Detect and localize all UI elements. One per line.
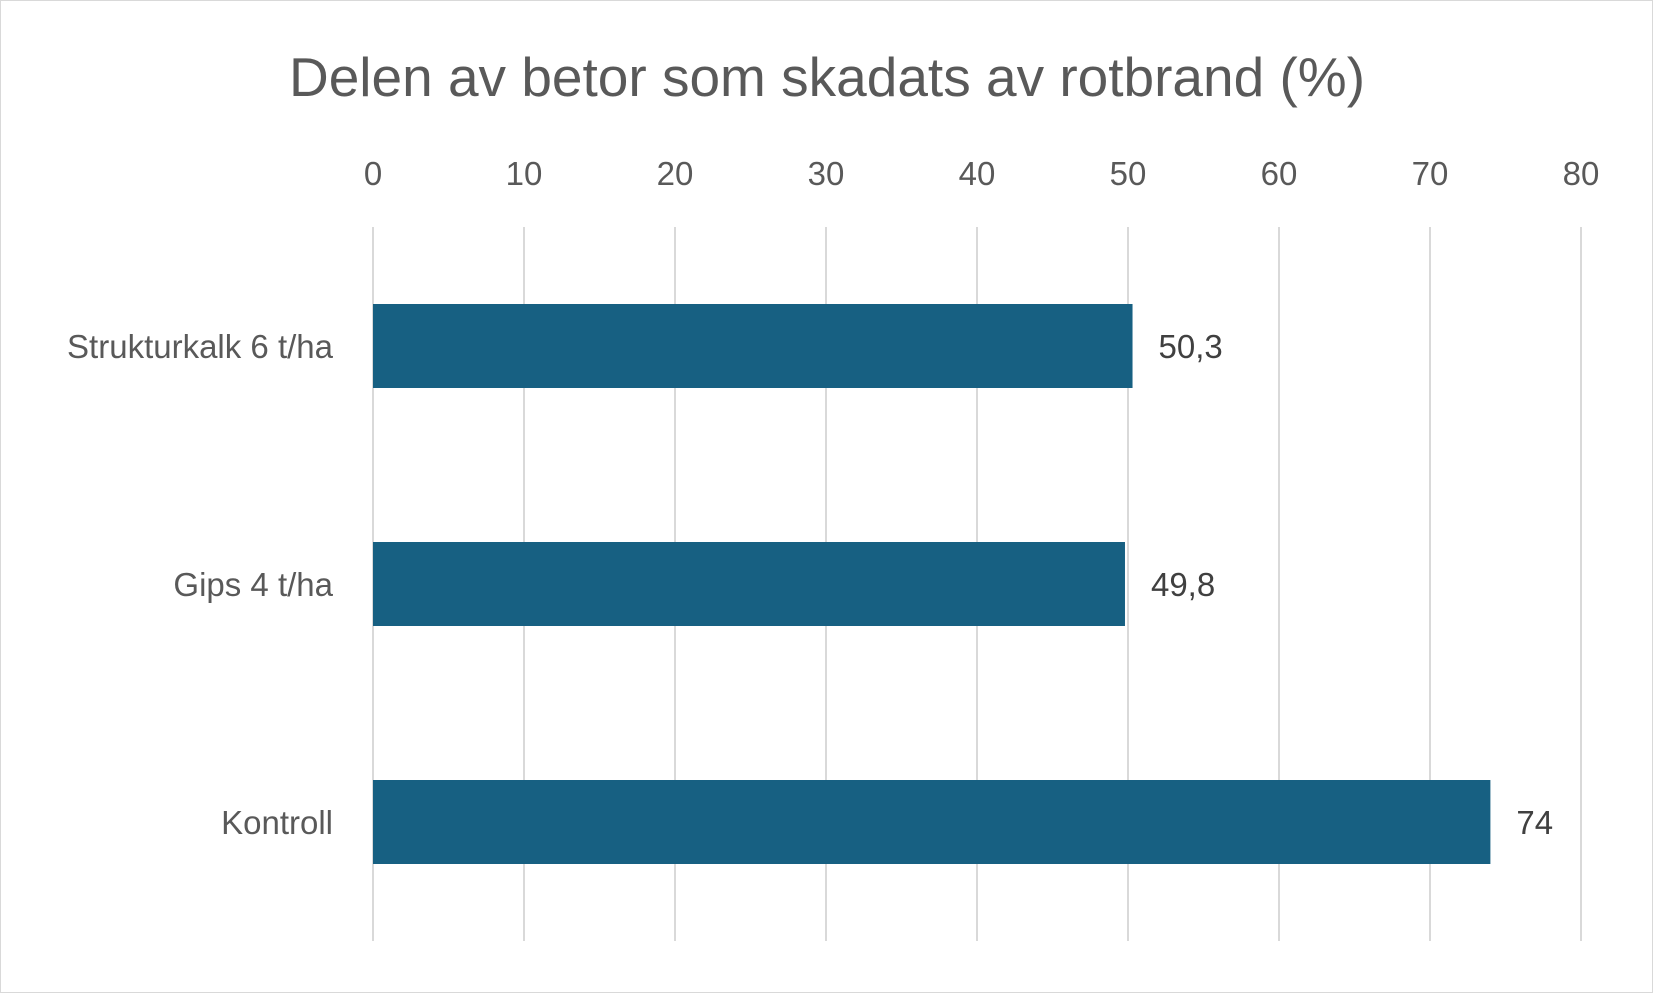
x-tick-label: 80 [1563, 155, 1600, 192]
x-tick-label: 60 [1261, 155, 1298, 192]
x-tick-label: 40 [959, 155, 996, 192]
data-label: 50,3 [1159, 328, 1223, 365]
x-tick-label: 10 [506, 155, 543, 192]
category-label: Gips 4 t/ha [173, 566, 333, 603]
category-labels: Strukturkalk 6 t/ha Gips 4 t/ha Kontroll [67, 328, 334, 841]
x-tick-label: 20 [657, 155, 694, 192]
data-labels: 50,3 49,8 74 [1151, 328, 1553, 841]
bar [373, 304, 1133, 388]
bar [373, 780, 1491, 864]
category-label: Kontroll [221, 804, 333, 841]
x-axis-ticks: 0 10 20 30 40 50 60 70 80 [364, 155, 1600, 192]
bars [373, 304, 1491, 864]
x-tick-label: 30 [808, 155, 845, 192]
data-label: 49,8 [1151, 566, 1215, 603]
x-tick-label: 0 [364, 155, 382, 192]
x-tick-label: 70 [1412, 155, 1449, 192]
chart-title: Delen av betor som skadats av rotbrand (… [289, 46, 1365, 108]
data-label: 74 [1516, 804, 1553, 841]
x-tick-label: 50 [1110, 155, 1147, 192]
category-label: Strukturkalk 6 t/ha [67, 328, 334, 365]
bar [373, 542, 1125, 626]
